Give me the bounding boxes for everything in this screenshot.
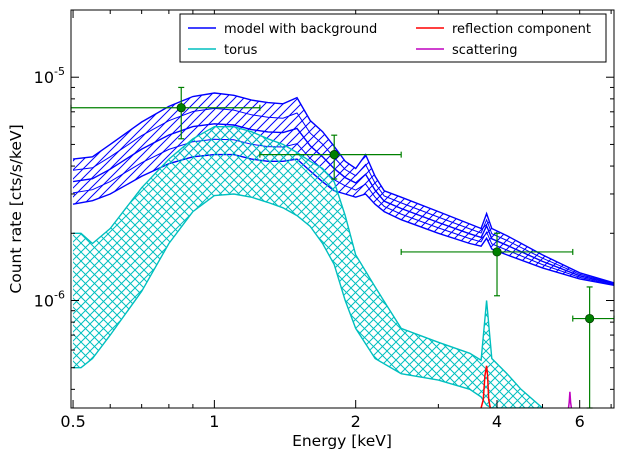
data-point-1 — [329, 150, 339, 160]
reflection-component-line — [480, 365, 492, 408]
x-tick-label-2: 2 — [351, 412, 361, 431]
y-axis-label: Count rate [cts/s/keV] — [7, 124, 25, 293]
legend-label-scattering: scattering — [452, 43, 518, 58]
legend: model with background reflection componen… — [179, 13, 607, 63]
y-tick-label-1: 10-5 — [34, 65, 65, 87]
model-bands — [72, 92, 614, 408]
x-axis-label: Energy [keV] — [292, 432, 392, 450]
x-tick-label-4: 6 — [575, 412, 585, 431]
x-tick-label-3: 4 — [492, 412, 502, 431]
legend-label-reflection-component: reflection component — [452, 22, 591, 37]
data-point-0 — [176, 103, 186, 113]
scattering-line — [567, 391, 573, 408]
y-tick-label-0: 10-6 — [34, 288, 65, 310]
x-tick-label-0: 0.5 — [60, 412, 85, 431]
plot-frame — [70, 9, 615, 409]
component-lines — [480, 365, 573, 408]
legend-box — [179, 13, 607, 63]
torus-band-upper — [73, 125, 543, 408]
torus-band-lower — [73, 193, 543, 408]
data-point-2 — [492, 247, 502, 257]
data-point-3 — [585, 313, 595, 324]
model-with-background-band-q1 — [72, 107, 614, 284]
model-with-background-band-upper — [72, 92, 614, 284]
data-points — [70, 86, 615, 409]
legend-label-model-with-background: model with background — [224, 22, 377, 37]
model-with-background-band-mid — [72, 123, 614, 285]
x-tick-label-1: 1 — [209, 412, 219, 431]
legend-label-torus: torus — [224, 43, 258, 58]
